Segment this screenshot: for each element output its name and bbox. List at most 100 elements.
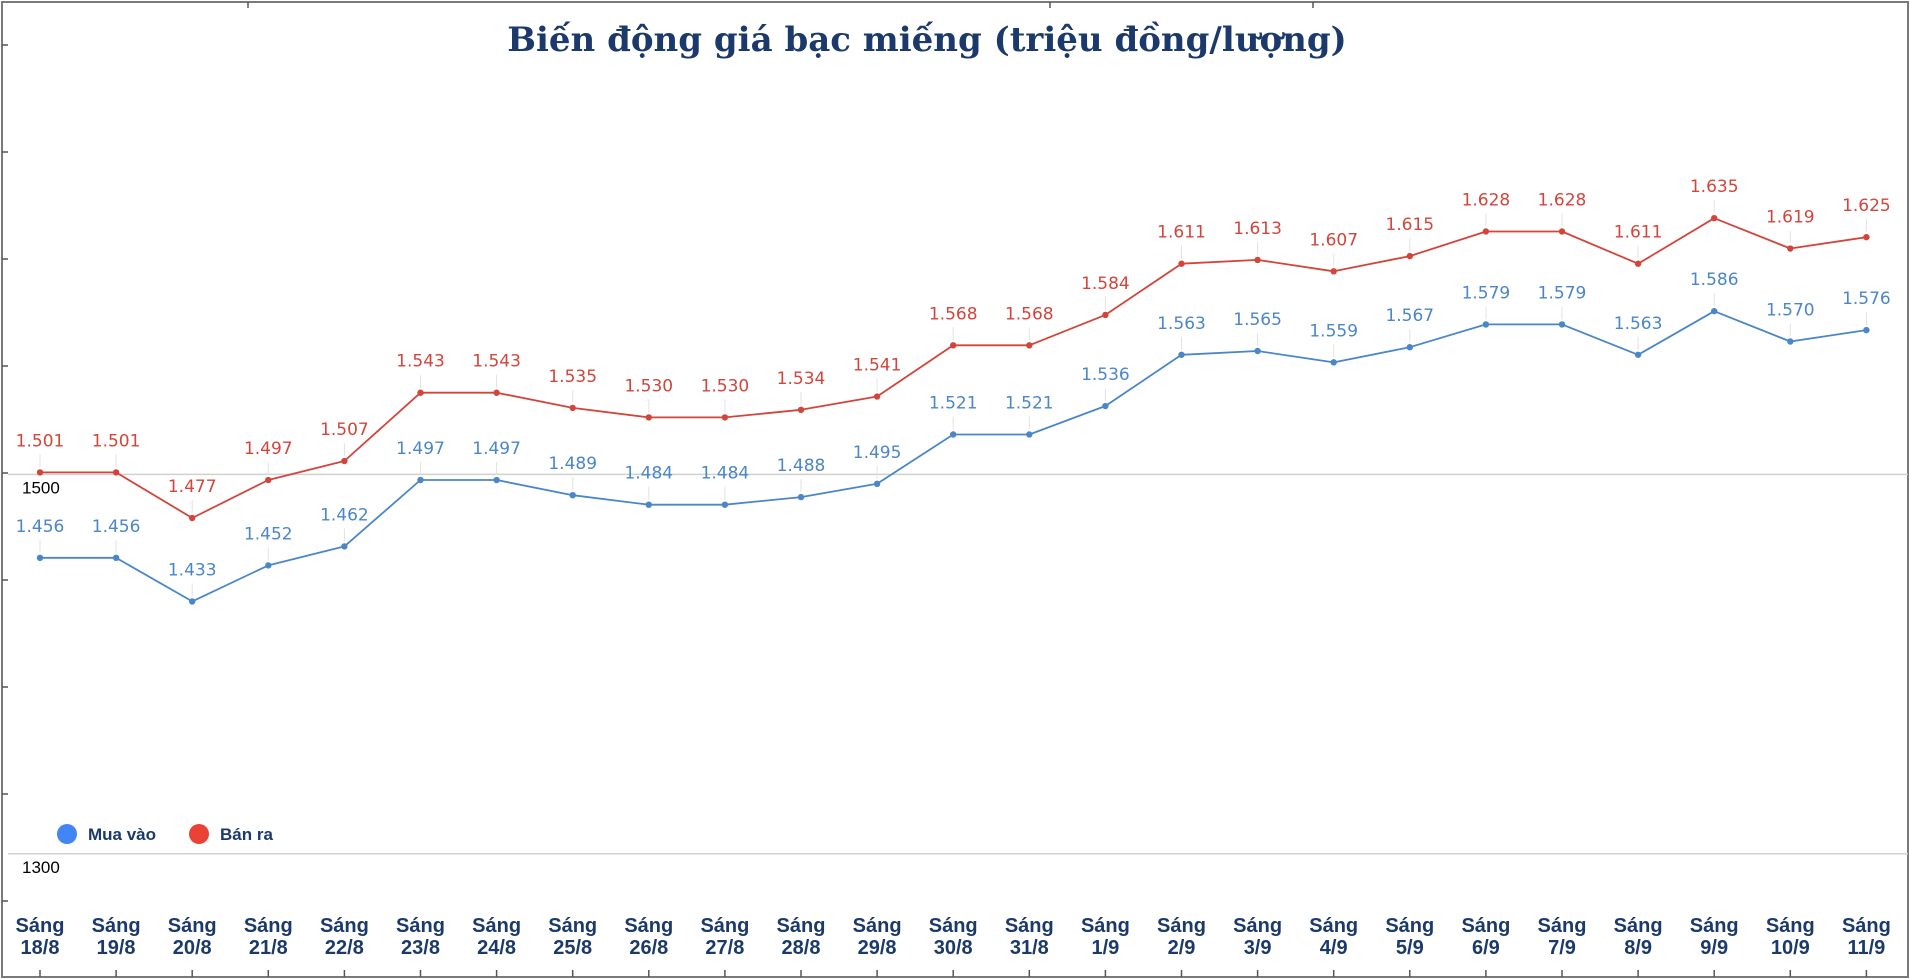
data-point-mua-vao [1558, 321, 1566, 328]
x-tick-label-line1: Sáng [320, 915, 369, 937]
x-tick-label-line2: 20/8 [173, 937, 212, 959]
data-label-mua-vao: 1.456 [16, 517, 65, 537]
x-tick-label-line1: Sáng [1385, 915, 1434, 937]
data-point-ban-ra [417, 389, 424, 396]
data-point-mua-vao [36, 554, 44, 562]
data-label-ban-ra: 1.625 [1842, 196, 1891, 216]
x-tick-label-line1: Sáng [1005, 915, 1054, 937]
data-point-ban-ra [569, 404, 576, 412]
data-label-mua-vao: 1.488 [777, 456, 826, 476]
data-label-mua-vao: 1.536 [1081, 365, 1130, 385]
data-point-ban-ra [1102, 311, 1109, 319]
data-point-ban-ra [1254, 256, 1261, 264]
data-label-mua-vao: 1.567 [1385, 306, 1434, 326]
data-label-ban-ra: 1.507 [320, 420, 369, 440]
data-label-mua-vao: 1.521 [929, 393, 978, 413]
x-tick-label-line2: 8/9 [1624, 937, 1652, 959]
x-tick-label-line1: Sáng [1690, 915, 1739, 937]
data-point-mua-vao [645, 501, 652, 508]
x-tick-label-line2: 31/8 [1010, 937, 1049, 959]
data-point-mua-vao [112, 554, 120, 562]
data-label-mua-vao: 1.563 [1157, 314, 1206, 334]
data-point-mua-vao [1863, 326, 1870, 334]
data-point-mua-vao [1102, 402, 1109, 410]
x-tick-label-line1: Sáng [1614, 915, 1663, 937]
data-point-ban-ra [112, 469, 120, 476]
x-tick-label-line1: Sáng [853, 915, 902, 937]
data-label-mua-vao: 1.497 [472, 439, 521, 459]
data-point-mua-vao [341, 543, 348, 550]
x-tick-label-line2: 22/8 [325, 937, 364, 959]
x-tick-label-line1: Sáng [1766, 915, 1815, 937]
data-point-ban-ra [721, 414, 729, 421]
data-point-ban-ra [1711, 214, 1718, 222]
x-tick-label-line2: 25/8 [553, 937, 592, 959]
data-point-mua-vao [1482, 321, 1490, 328]
data-label-mua-vao: 1.565 [1233, 310, 1282, 330]
x-tick-label-line1: Sáng [1157, 915, 1206, 937]
data-label-ban-ra: 1.615 [1385, 215, 1434, 235]
data-point-mua-vao [950, 431, 957, 438]
x-tick-label-line2: 3/9 [1244, 937, 1272, 959]
data-label-ban-ra: 1.501 [16, 431, 65, 451]
x-tick-label-line2: 10/9 [1771, 937, 1810, 959]
chart-title: Biến động giá bạc miếng (triệu đồng/lượn… [507, 20, 1346, 60]
data-label-mua-vao: 1.456 [92, 517, 141, 537]
data-point-mua-vao [1787, 338, 1794, 345]
data-label-mua-vao: 1.579 [1538, 283, 1587, 303]
data-label-mua-vao: 1.579 [1462, 283, 1511, 303]
data-point-mua-vao [265, 562, 272, 569]
data-point-mua-vao [417, 476, 424, 484]
y-tick-label-1300: 1300 [22, 858, 60, 877]
data-point-ban-ra [1558, 228, 1566, 235]
data-label-ban-ra: 1.584 [1081, 274, 1130, 294]
data-label-mua-vao: 1.563 [1614, 314, 1663, 334]
x-tick-label-line2: 28/8 [782, 937, 821, 959]
x-tick-label-line2: 18/8 [21, 937, 60, 959]
x-tick-label-line1: Sáng [700, 915, 749, 937]
data-labels: 1.456 1.456 1.433 1.452 1.462 1.497 1.497 1.489… [16, 177, 1891, 597]
data-point-mua-vao [569, 491, 576, 499]
data-point-mua-vao [493, 476, 500, 484]
legend-marker-ban-ra [189, 824, 209, 844]
x-tick-label-line1: Sáng [624, 915, 673, 937]
x-tick-label-line2: 21/8 [249, 937, 288, 959]
data-label-ban-ra: 1.501 [92, 431, 141, 451]
data-point-ban-ra [1026, 342, 1033, 349]
data-point-mua-vao [1178, 351, 1185, 358]
data-label-ban-ra: 1.628 [1538, 190, 1587, 210]
x-tick-label-line1: Sáng [168, 915, 217, 937]
x-tick-label-line2: 4/9 [1320, 937, 1348, 959]
grid-lines [8, 473, 1908, 855]
legend-label-ban-ra: Bán ra [220, 825, 273, 844]
y-tick-label-1500: 1500 [22, 478, 60, 497]
data-label-mua-vao: 1.586 [1690, 270, 1739, 290]
x-tick-label-line1: Sáng [1233, 915, 1282, 937]
x-tick-label-line2: 9/9 [1700, 937, 1728, 959]
data-label-ban-ra: 1.477 [168, 477, 217, 497]
data-point-ban-ra [950, 342, 957, 349]
x-tick-label-line1: Sáng [1309, 915, 1358, 937]
data-point-mua-vao [1711, 307, 1718, 315]
x-tick-label-line1: Sáng [1081, 915, 1130, 937]
x-tick-label-line2: 23/8 [401, 937, 440, 959]
data-point-mua-vao [1330, 359, 1337, 366]
x-tick-label-line2: 27/8 [705, 937, 744, 959]
data-label-ban-ra: 1.543 [472, 352, 521, 372]
data-label-ban-ra: 1.613 [1233, 219, 1282, 239]
data-point-mua-vao [1634, 351, 1642, 358]
series-layer [36, 214, 1870, 605]
data-point-ban-ra [1863, 233, 1870, 241]
x-tick-label-line2: 26/8 [629, 937, 668, 959]
data-point-ban-ra [1406, 252, 1414, 260]
data-point-ban-ra [1178, 260, 1185, 267]
data-label-mua-vao: 1.433 [168, 560, 217, 580]
x-tick-label-line2: 19/8 [97, 937, 136, 959]
x-tick-label-line1: Sáng [92, 915, 141, 937]
data-point-mua-vao [873, 480, 881, 488]
data-label-ban-ra: 1.530 [624, 376, 673, 396]
x-tick-label-line2: 11/9 [1847, 937, 1885, 959]
data-label-ban-ra: 1.535 [548, 367, 597, 387]
